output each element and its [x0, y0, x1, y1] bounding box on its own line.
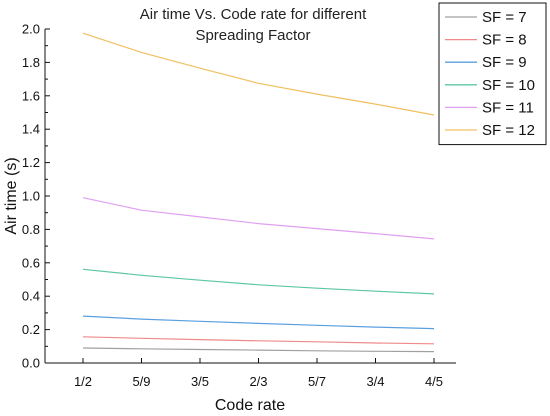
chart-title: Air time Vs. Code rate for different Spre…	[140, 6, 367, 44]
series-line-sf-9	[82, 315, 435, 330]
x-tick-label: 5/7	[308, 374, 326, 389]
y-tick-label: 0.8	[22, 222, 40, 237]
legend-box	[438, 2, 547, 146]
chart-title-line: Air time Vs. Code rate for different	[140, 6, 367, 23]
x-tick-label: 3/5	[191, 374, 209, 389]
y-tick-label: 1.4	[22, 122, 40, 137]
series-lines	[82, 32, 435, 353]
x-tick-label: 2/3	[249, 374, 267, 389]
x-tick-label: 3/4	[366, 374, 384, 389]
series-line-sf-11	[82, 197, 435, 240]
series-line-sf-10	[82, 268, 435, 295]
axes: 0.0 0.2 0.4 0.6 0.8 1.0 1.2 1.4 1.6 1.8 2.0 1/2 5/9 3…	[22, 22, 456, 389]
legend: SF = 7 SF = 8 SF = 9 SF = 10 SF = 11 SF = 12	[438, 2, 547, 146]
y-tick-label: 2.0	[22, 22, 40, 37]
legend-label-sf-8: SF = 8	[482, 32, 527, 49]
y-tick-label: 0.0	[22, 356, 40, 371]
x-axis-label: Code rate	[215, 397, 285, 414]
chart-title-line: Spreading Factor	[195, 27, 310, 44]
y-tick-label: 0.2	[22, 322, 40, 337]
y-tick-label: 1.0	[22, 189, 40, 204]
legend-label-sf-12: SF = 12	[482, 122, 535, 139]
y-axis-label: Air time (s)	[3, 157, 20, 234]
legend-label-sf-9: SF = 9	[482, 54, 527, 71]
x-tick-label: 5/9	[132, 374, 150, 389]
y-tick-label: 1.8	[22, 55, 40, 70]
series-line-sf-8	[82, 336, 435, 345]
x-tick-label: 1/2	[74, 374, 92, 389]
y-tick-label: 0.6	[22, 255, 40, 270]
y-tick-label: 1.2	[22, 155, 40, 170]
legend-label-sf-10: SF = 10	[482, 77, 535, 94]
legend-label-sf-11: SF = 11	[482, 99, 534, 116]
y-tick-label: 1.6	[22, 88, 40, 103]
series-line-sf-7	[82, 347, 435, 353]
series-line-sf-12	[82, 32, 435, 116]
legend-label-sf-7: SF = 7	[482, 9, 527, 26]
x-tick-label: 4/5	[425, 374, 443, 389]
y-tick-label: 0.4	[22, 289, 40, 304]
